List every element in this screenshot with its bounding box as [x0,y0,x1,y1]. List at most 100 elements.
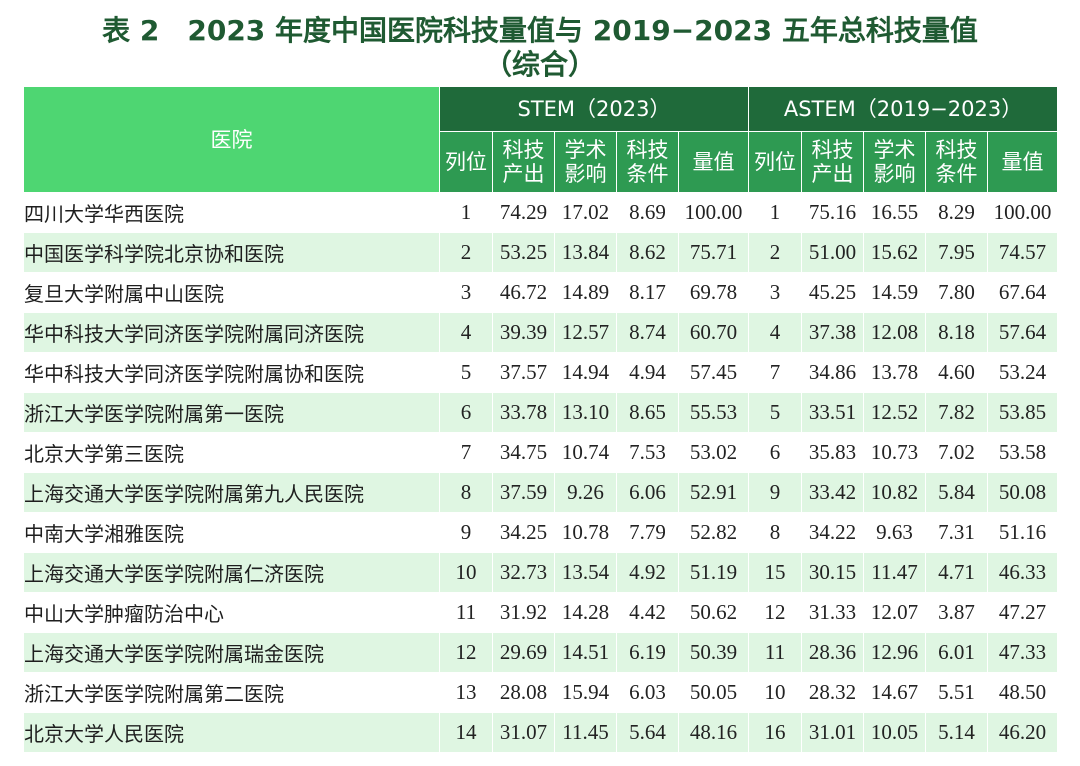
stem-cell: 12.57 [554,312,617,353]
stem-cell: 52.91 [677,472,750,513]
astem-cell: 3.87 [925,592,989,633]
astem-cell: 11 [748,632,803,673]
astem-cell: 30.15 [801,552,865,593]
astem-cell: 34.86 [801,352,865,393]
stem-cell: 4.94 [616,352,679,393]
table-row: 中国医学科学院北京协和医院 2 53.25 13.84 8.62 75.71 2 51.00 1… [23,232,1059,273]
stem-cell: 57.45 [677,352,750,393]
astem-cell: 2 [748,232,803,273]
astem-cell: 6.01 [925,632,989,673]
astem-cell: 1 [748,192,803,233]
astem-cell: 28.32 [801,672,865,713]
astem-cell: 13.78 [863,352,927,393]
astem-cell: 33.42 [801,472,865,513]
astem-cell: 31.01 [801,712,865,753]
stem-cell: 8.17 [616,272,679,313]
astem-cell: 7.80 [925,272,989,313]
hospital-name-cell: 北京大学第三医院 [23,432,440,473]
stem-cell: 7.53 [616,432,679,473]
stem-cell: 14.89 [554,272,617,313]
stem-cell: 13.10 [554,392,617,433]
hospital-name-cell: 北京大学人民医院 [23,712,440,753]
astem-cell: 57.64 [987,312,1059,353]
stem-cell: 4.42 [616,592,679,633]
astem-cell: 7.95 [925,232,989,273]
astem-cell: 12.08 [863,312,927,353]
sub-header-stem-0: 列位 [439,131,493,193]
stem-cell: 10 [439,552,493,593]
table-row: 北京大学人民医院 14 31.07 11.45 5.64 48.16 16 31.01 10.0… [23,712,1059,753]
astem-cell: 6 [748,432,803,473]
astem-cell: 67.64 [987,272,1059,313]
sub-header-astem-1: 科技 产出 [801,131,865,193]
table-title: 表 2 2023 年度中国医院科技量值与 2019−2023 五年总科技量值 （… [0,14,1080,82]
table-row: 华中科技大学同济医学院附属协和医院 5 37.57 14.94 4.94 57.45 7 34… [23,352,1059,393]
stem-cell: 8.74 [616,312,679,353]
table-row: 中南大学湘雅医院 9 34.25 10.78 7.79 52.82 8 34.22 9.63 7.… [23,512,1059,553]
astem-cell: 47.33 [987,632,1059,673]
hospital-name-cell: 上海交通大学医学院附属仁济医院 [23,552,440,593]
stem-cell: 31.92 [492,592,555,633]
table-row: 上海交通大学医学院附属第九人民医院 8 37.59 9.26 6.06 52.91 9 33.… [23,472,1059,513]
stem-cell: 4.92 [616,552,679,593]
stem-cell: 14.94 [554,352,617,393]
astem-cell: 15.62 [863,232,927,273]
stem-cell: 37.59 [492,472,555,513]
sub-header-stem-1: 科技 产出 [492,131,555,193]
astem-cell: 47.27 [987,592,1059,633]
hospital-name-cell: 浙江大学医学院附属第二医院 [23,672,440,713]
astem-cell: 33.51 [801,392,865,433]
astem-cell: 7.82 [925,392,989,433]
astem-cell: 4.71 [925,552,989,593]
table-row: 北京大学第三医院 7 34.75 10.74 7.53 53.02 6 35.83 10.73 7… [23,432,1059,473]
table-row: 浙江大学医学院附属第一医院 6 33.78 13.10 8.65 55.53 5 33.51 1… [23,392,1059,433]
stem-cell: 11 [439,592,493,633]
stem-cell: 37.57 [492,352,555,393]
astem-cell: 5 [748,392,803,433]
astem-cell: 10 [748,672,803,713]
astem-cell: 8.18 [925,312,989,353]
stem-cell: 100.00 [677,192,750,233]
astem-cell: 28.36 [801,632,865,673]
table-row: 上海交通大学医学院附属瑞金医院 12 29.69 14.51 6.19 50.39 11 28… [23,632,1059,673]
astem-cell: 46.33 [987,552,1059,593]
stem-cell: 50.39 [677,632,750,673]
stem-cell: 8.62 [616,232,679,273]
stem-cell: 28.08 [492,672,555,713]
astem-cell: 5.14 [925,712,989,753]
stem-cell: 50.62 [677,592,750,633]
ranking-table: 医院 STEM（2023） ASTEM（2019−2023） 列位 科技 产出 学术… [23,86,1059,753]
stem-cell: 13 [439,672,493,713]
hospital-name-cell: 四川大学华西医院 [23,192,440,233]
astem-cell: 75.16 [801,192,865,233]
stem-cell: 34.25 [492,512,555,553]
stem-cell: 14 [439,712,493,753]
stem-cell: 33.78 [492,392,555,433]
stem-cell: 13.54 [554,552,617,593]
stem-cell: 7 [439,432,493,473]
sub-header-astem-0: 列位 [748,131,803,193]
astem-cell: 16.55 [863,192,927,233]
stem-cell: 17.02 [554,192,617,233]
astem-cell: 51.16 [987,512,1059,553]
stem-cell: 11.45 [554,712,617,753]
hospital-name-cell: 华中科技大学同济医学院附属同济医院 [23,312,440,353]
stem-cell: 4 [439,312,493,353]
stem-cell: 7.79 [616,512,679,553]
table-row: 四川大学华西医院 1 74.29 17.02 8.69 100.00 1 75.16 16.55… [23,192,1059,233]
header-hospital: 医院 [23,86,440,193]
astem-cell: 9 [748,472,803,513]
stem-cell: 8.69 [616,192,679,233]
stem-cell: 5 [439,352,493,393]
table-row: 华中科技大学同济医学院附属同济医院 4 39.39 12.57 8.74 60.70 4 37… [23,312,1059,353]
astem-cell: 51.00 [801,232,865,273]
header-group-astem: ASTEM（2019−2023） [748,86,1059,132]
stem-cell: 1 [439,192,493,233]
astem-cell: 31.33 [801,592,865,633]
stem-cell: 6 [439,392,493,433]
stem-cell: 29.69 [492,632,555,673]
hospital-name-cell: 华中科技大学同济医学院附属协和医院 [23,352,440,393]
stem-cell: 10.78 [554,512,617,553]
stem-cell: 69.78 [677,272,750,313]
stem-cell: 6.06 [616,472,679,513]
